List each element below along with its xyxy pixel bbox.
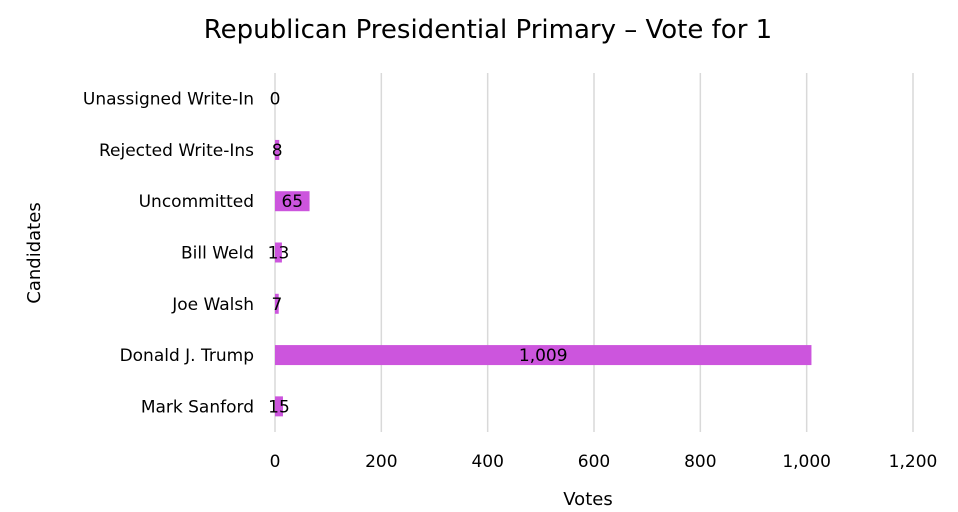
x-tick-label: 600: [578, 452, 610, 472]
x-tick-label: 800: [684, 452, 716, 472]
bar: [275, 242, 282, 263]
data-label: 1,009: [519, 346, 568, 366]
category-label: Joe Walsh: [171, 295, 254, 315]
x-tick-label: 0: [270, 452, 281, 472]
x-tick-label: 200: [365, 452, 397, 472]
bar: [275, 191, 310, 212]
data-label: 7: [271, 295, 282, 315]
data-label: 15: [268, 397, 290, 417]
category-label: Uncommitted: [139, 192, 254, 212]
bar: [275, 293, 279, 314]
data-label: 65: [281, 192, 303, 212]
category-label: Unassigned Write-In: [83, 90, 254, 110]
bar: [275, 396, 283, 417]
category-label: Donald J. Trump: [120, 346, 254, 366]
bars: [275, 139, 812, 417]
gridlines: [274, 73, 914, 432]
bar: [275, 345, 812, 366]
y-axis-title: Candidates: [24, 202, 45, 303]
data-labels: 15 1,009 7 13 65 8 0: [268, 90, 568, 418]
data-label: 0: [270, 90, 281, 110]
data-label: 8: [272, 141, 283, 161]
chart-title: Republican Presidential Primary – Vote f…: [204, 15, 772, 45]
bar: [275, 139, 280, 160]
x-tick-label: 1,200: [889, 452, 938, 472]
category-labels: Mark Sanford Donald J. Trump Joe Walsh Bill…: [83, 90, 254, 418]
x-tick-labels: 0 200 400 600 800 1,000 1,200: [270, 452, 938, 472]
category-label: Bill Weld: [181, 244, 254, 264]
x-axis-title: Votes: [563, 489, 612, 510]
x-tick-label: 400: [471, 452, 503, 472]
x-tick-label: 1,000: [782, 452, 831, 472]
data-label: 13: [268, 244, 290, 264]
category-label: Rejected Write-Ins: [99, 141, 254, 161]
category-label: Mark Sanford: [141, 397, 254, 417]
